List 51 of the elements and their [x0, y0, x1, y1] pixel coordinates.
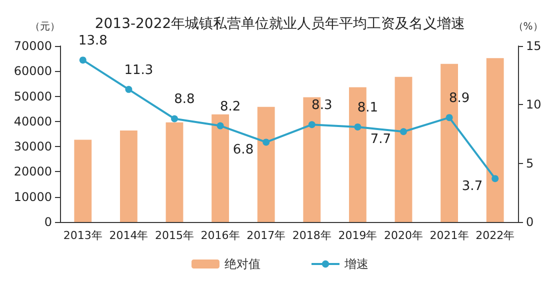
point [216, 122, 224, 130]
y-tick-label: 30000 [14, 140, 52, 154]
x-tick-label: 2015年 [155, 229, 194, 242]
x-tick-label: 2019年 [338, 229, 378, 242]
bar [74, 140, 92, 222]
y-tick-label: 0 [44, 215, 52, 229]
bar [212, 114, 229, 222]
y-tick-label: 70000 [14, 39, 52, 53]
y2-tick-label: 5 [526, 156, 534, 170]
bar [257, 106, 275, 222]
x-tick-label: 2018年 [292, 229, 332, 242]
data-label: 3.7 [462, 179, 483, 194]
x-tick-label: 2014年 [109, 229, 148, 242]
data-label: 13.8 [78, 34, 108, 49]
y2-tick-label: 15 [526, 39, 542, 53]
x-tick-label: 2022年 [476, 229, 515, 242]
y2-tick-label: 10 [526, 98, 542, 112]
y2-tick-label: 0 [526, 215, 534, 229]
chart-title: 2013-2022年城镇私营单位就业人员年平均工资及名义增速 [94, 16, 466, 32]
point [354, 123, 362, 130]
point [492, 175, 499, 182]
legend-label: 绝对值 [224, 257, 260, 271]
y-tick-label: 40000 [14, 114, 52, 128]
y-tick-label: 60000 [14, 64, 52, 78]
x-tick-label: 2016年 [200, 229, 240, 242]
bar [486, 58, 504, 222]
point [400, 128, 407, 136]
y-tick-label: 10000 [14, 190, 52, 204]
y-tick-label: 50000 [14, 89, 52, 104]
point [125, 86, 132, 93]
y-tick-label: 20000 [14, 164, 52, 179]
point [446, 114, 453, 122]
y-axis-title: （元） [30, 22, 60, 32]
point [262, 138, 270, 146]
point [308, 121, 316, 128]
y2-axis-title: （%） [513, 22, 543, 32]
x-tick-label: 2020年 [384, 229, 423, 242]
data-label: 11.3 [124, 62, 154, 78]
bar [120, 130, 138, 222]
data-label: 6.8 [232, 142, 254, 158]
x-tick-label: 2013年 [63, 229, 102, 242]
point [171, 115, 178, 122]
x-tick-label: 2017年 [246, 229, 286, 242]
bar [394, 76, 412, 222]
point [79, 56, 86, 64]
x-tick-label: 2021年 [430, 229, 469, 242]
legend-label: 增速 [344, 257, 368, 271]
data-label: 7.7 [370, 132, 391, 148]
data-label: 8.8 [174, 92, 195, 108]
bar [166, 122, 184, 222]
data-label: 8.2 [220, 99, 241, 114]
